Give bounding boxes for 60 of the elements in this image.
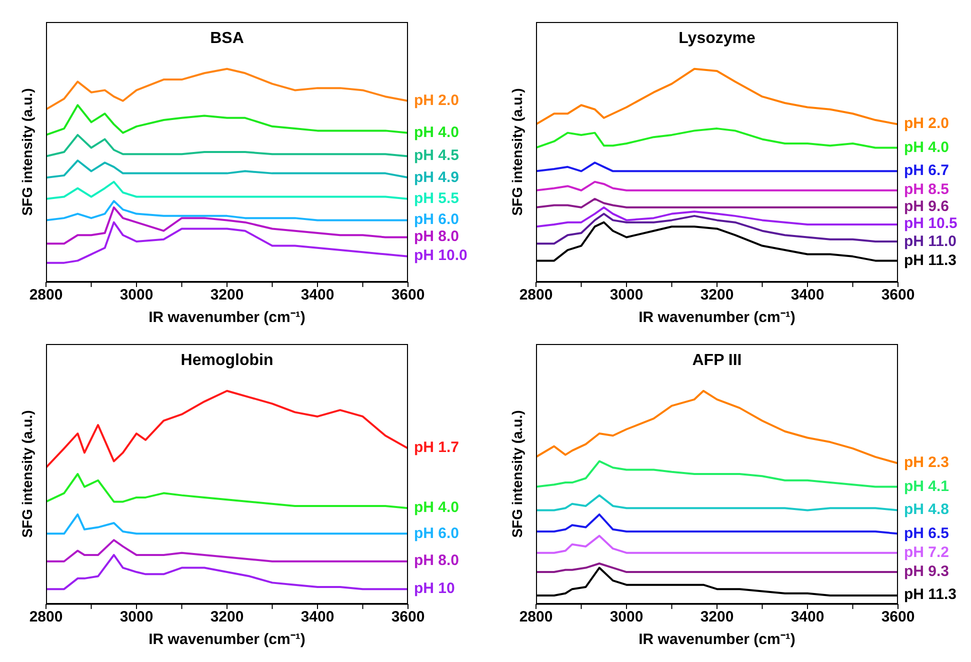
x-tick-label: 3600: [391, 286, 425, 304]
series-label: pH 8.0: [414, 552, 460, 570]
x-tick-label: 3600: [881, 286, 915, 304]
series-label: pH 8.5: [904, 181, 950, 200]
series-label: pH 4.9: [414, 168, 460, 187]
chart-title: Lysozyme: [678, 30, 756, 48]
series-label: pH 1.7: [414, 439, 460, 458]
x-tick-label: 3000: [610, 608, 644, 626]
x-axis-title: IR wavenumber (cm⁻¹): [148, 308, 306, 328]
x-tick-label: 2800: [29, 608, 63, 626]
x-axis-title: IR wavenumber (cm⁻¹): [148, 630, 306, 650]
series-label: pH 10.5: [904, 215, 958, 234]
series-label: pH 6.0: [414, 524, 460, 543]
x-axis-title: IR wavenumber (cm⁻¹): [638, 308, 796, 328]
x-tick-label: 3200: [210, 286, 244, 304]
series-label: pH 9.6: [904, 198, 950, 216]
x-tick-label: 3200: [700, 286, 734, 304]
x-tick-label: 3000: [120, 286, 154, 304]
series-label: pH 10: [414, 580, 455, 598]
series-label: pH 6.5: [904, 524, 950, 543]
series-label: pH 9.3: [904, 563, 950, 582]
x-tick-label: 3600: [391, 608, 425, 626]
x-tick-label: 2800: [29, 286, 63, 304]
x-tick-label: 3600: [881, 608, 915, 626]
series-label: pH 6.0: [414, 211, 460, 230]
series-label: pH 11.0: [904, 232, 957, 250]
chart-title: Hemoglobin: [180, 352, 274, 370]
x-tick-label: 3400: [300, 286, 334, 304]
y-axis-title: SFG intensity (a.u.): [18, 409, 36, 540]
series-label: pH 7.2: [904, 544, 950, 562]
series-label: pH 11.3: [904, 252, 957, 270]
series-label: pH 6.7: [904, 162, 950, 180]
series-label: pH 4.5: [414, 147, 460, 166]
x-tick-label: 2800: [519, 608, 553, 626]
series-label: pH 10.0: [414, 247, 468, 266]
x-tick-label: 3400: [790, 608, 824, 626]
series-label: pH 2.3: [904, 454, 950, 472]
x-tick-label: 3000: [610, 286, 644, 304]
series-label: pH 2.0: [904, 115, 950, 134]
series-label: pH 4.1: [904, 478, 950, 496]
chart-title: AFP III: [691, 352, 743, 370]
series-label: pH 8.0: [414, 228, 460, 246]
series-label: pH 2.0: [414, 92, 460, 110]
x-tick-label: 3400: [300, 608, 334, 626]
series-label: pH 5.5: [414, 190, 460, 208]
y-axis-title: SFG intensity (a.u.): [508, 409, 526, 540]
y-axis-title: SFG intensity (a.u.): [18, 87, 36, 218]
chart-title: BSA: [209, 30, 245, 48]
x-tick-label: 2800: [519, 286, 553, 304]
series-label: pH 4.0: [414, 499, 460, 518]
series-label: pH 4.0: [414, 124, 460, 142]
series-label: pH 4.8: [904, 501, 950, 520]
x-tick-label: 3200: [700, 608, 734, 626]
series-label: pH 4.0: [904, 138, 950, 157]
x-tick-label: 3400: [790, 286, 824, 304]
x-tick-label: 3200: [210, 608, 244, 626]
y-axis-title: SFG intensity (a.u.): [508, 87, 526, 218]
series-label: pH 11.3: [904, 586, 957, 604]
x-axis-title: IR wavenumber (cm⁻¹): [638, 630, 796, 650]
x-tick-label: 3000: [120, 608, 154, 626]
